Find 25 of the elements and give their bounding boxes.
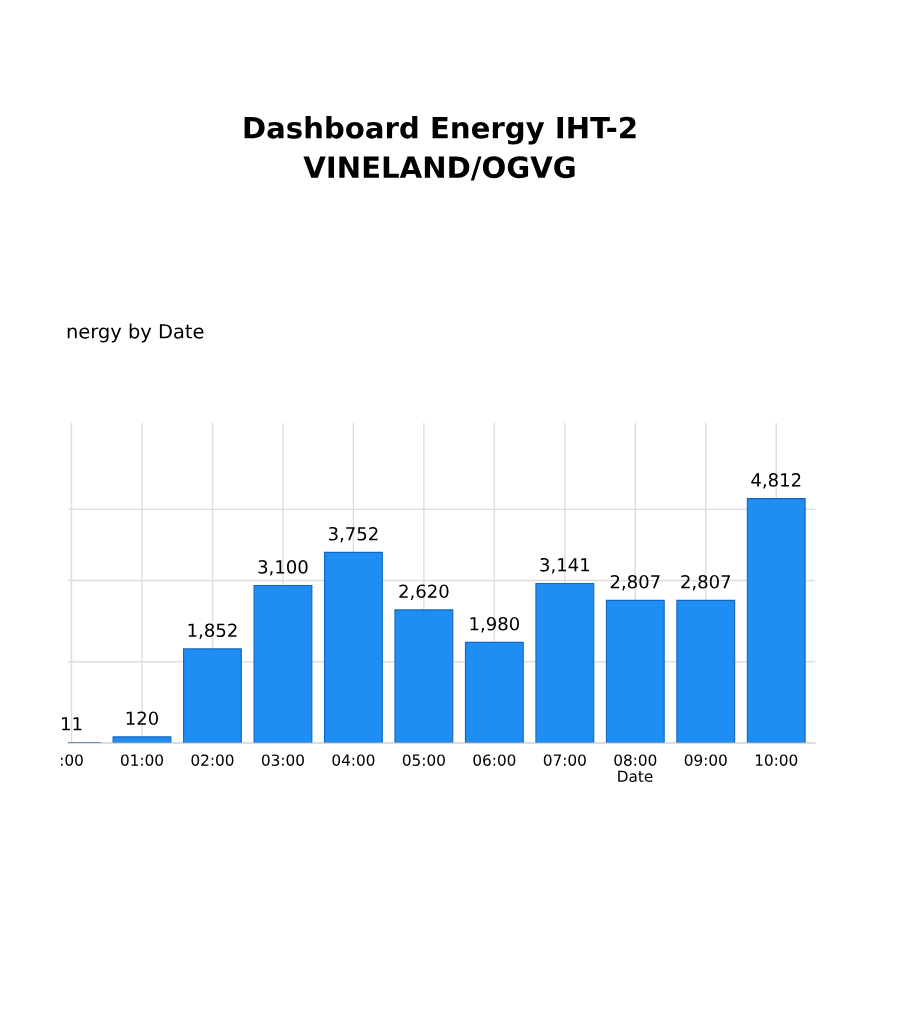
data-label: 1,980 [470,616,519,633]
x-tick-label: 03:00 [261,754,304,766]
x-tick-label: 10:00 [755,754,798,766]
data-label: 3,100 [258,560,308,576]
data-label: 4,812 [751,473,801,489]
x-tick-label: 05:00 [402,754,445,766]
data-label: 2,807 [610,574,660,591]
x-tick-label: :00 [61,754,83,766]
data-label: 11 [62,717,82,731]
data-label: 2,620 [399,584,449,600]
data-label: 3,141 [540,557,589,574]
x-tick-label: 07:00 [543,754,586,766]
x-tick-label: 06:00 [473,754,516,766]
x-axis-title: Date [618,770,653,783]
x-tick-label: 04:00 [332,754,375,766]
x-tick-label: 02:00 [191,754,234,766]
data-label: 2,807 [681,574,731,591]
x-tick-label: 09:00 [684,754,727,766]
chart-title: Dashboard Energy IHT-2 VINELAND/OGVG [244,116,636,181]
x-tick-label: 01:00 [120,754,163,766]
data-label: 1,852 [188,623,237,639]
data-label: 3,752 [328,526,378,543]
data-label: 120 [126,711,159,726]
x-tick-label: 08:00 [614,754,657,766]
chart-subtitle: nergy by Date [67,323,204,343]
